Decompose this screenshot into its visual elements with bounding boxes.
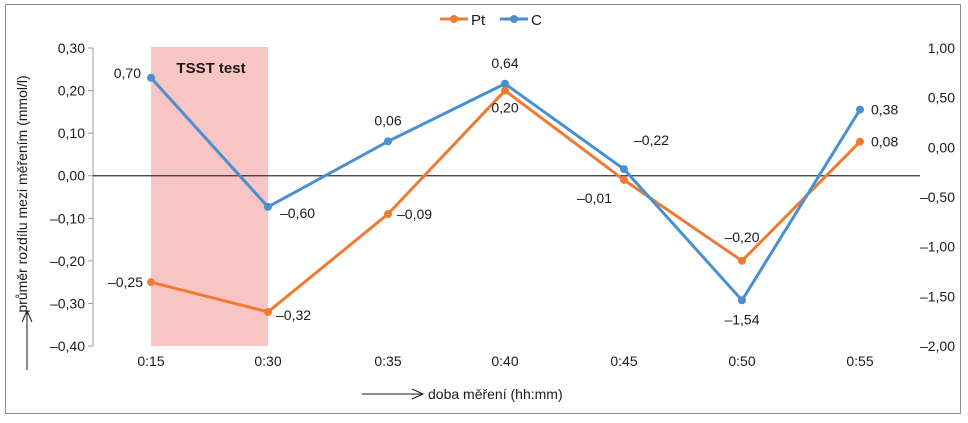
- series-point-pt: [147, 278, 155, 287]
- series-point-pt: [384, 210, 392, 219]
- right-axis-tick-label: –0,50: [920, 189, 955, 205]
- x-axis-tick-label: 0:40: [491, 353, 518, 369]
- data-label-c: 0,38: [871, 102, 898, 118]
- data-label-c: 0,70: [114, 65, 141, 81]
- data-label-pt: –0,09: [397, 206, 432, 222]
- left-axis-tick-label: –0,40: [50, 338, 85, 354]
- series-point-c: [501, 79, 509, 88]
- data-label-c: –1,54: [724, 311, 759, 327]
- legend-label-pt: Pt: [471, 12, 486, 29]
- left-axis-tick-label: –0,10: [50, 210, 85, 226]
- right-axis-tick-label: 0,50: [928, 90, 955, 106]
- data-label-c: –0,60: [280, 205, 315, 221]
- x-axis-tick-label: 0:15: [137, 353, 164, 369]
- series-point-c: [620, 165, 628, 174]
- data-label-pt: –0,25: [108, 274, 143, 290]
- x-axis-title: doba měření (hh:mm): [428, 386, 563, 402]
- data-label-c: –0,22: [634, 132, 669, 148]
- y-axis-arrow-head: [21, 309, 33, 323]
- chart-frame: [5, 4, 961, 414]
- series-point-c: [856, 105, 864, 114]
- left-axis-tick-label: 0,00: [58, 168, 85, 184]
- series-point-pt: [264, 307, 272, 316]
- left-axis-tick-label: –0,20: [50, 253, 85, 269]
- series-point-pt: [856, 137, 864, 146]
- data-label-pt: 0,20: [491, 100, 518, 116]
- left-axis-tick-label: 0,20: [58, 83, 85, 99]
- legend-marker-c: [510, 15, 518, 23]
- right-axis-tick-label: 0,00: [928, 139, 955, 155]
- x-axis-tick-label: 0:50: [728, 353, 755, 369]
- legend-label-c: C: [531, 12, 542, 29]
- tsst-band-label: TSST test: [176, 60, 245, 77]
- data-label-pt: –0,01: [577, 190, 612, 206]
- data-label-pt: –0,20: [724, 229, 759, 245]
- right-axis-tick-label: 1,00: [928, 40, 955, 56]
- y-axis-title: průměr rozdílu mezi měřením (mmol/l): [14, 75, 30, 312]
- x-axis-tick-label: 0:35: [374, 353, 401, 369]
- right-axis-tick-label: –1,00: [920, 239, 955, 255]
- series-point-c: [264, 202, 272, 211]
- tsst-highlight-band: [151, 47, 268, 346]
- x-axis-tick-label: 0:45: [610, 353, 637, 369]
- series-point-pt: [738, 256, 746, 265]
- left-axis-tick-label: 0,30: [58, 40, 85, 56]
- x-axis-arrow-head: [411, 388, 425, 400]
- data-label-c: 0,64: [491, 55, 518, 71]
- left-axis-tick-label: 0,10: [58, 125, 85, 141]
- x-axis-tick-label: 0:55: [846, 353, 873, 369]
- data-label-c: 0,06: [374, 112, 401, 128]
- data-label-pt: 0,08: [871, 134, 898, 150]
- right-axis-tick-label: –1,50: [920, 288, 955, 304]
- left-axis-tick-label: –0,30: [50, 295, 85, 311]
- right-axis-tick-label: –2,00: [920, 338, 955, 354]
- series-point-c: [147, 73, 155, 82]
- series-point-c: [738, 296, 746, 305]
- x-axis-tick-label: 0:30: [254, 353, 281, 369]
- series-point-pt: [501, 86, 509, 95]
- legend-marker-pt: [450, 15, 458, 23]
- series-point-c: [384, 137, 392, 146]
- data-label-pt: –0,32: [276, 307, 311, 323]
- series-point-pt: [620, 175, 628, 184]
